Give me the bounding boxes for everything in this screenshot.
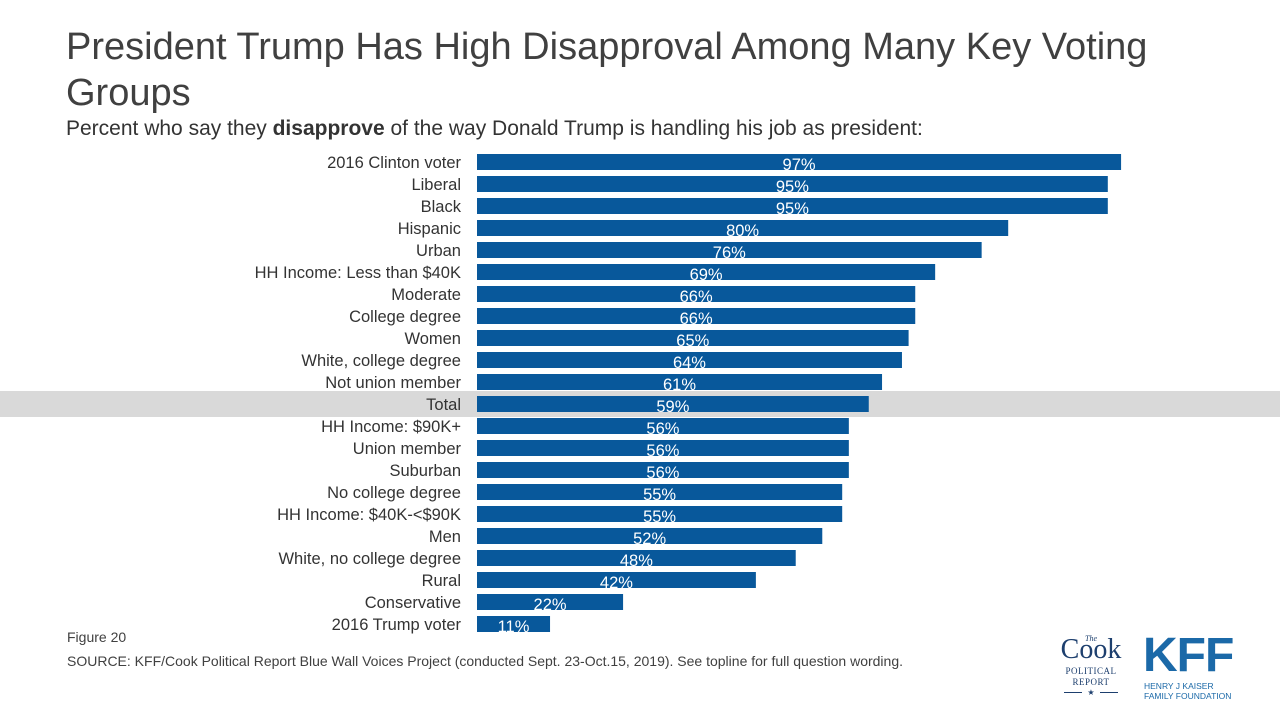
value-label-total: 59% bbox=[656, 398, 689, 416]
cook-logo-line1: POLITICAL bbox=[1065, 666, 1117, 676]
source-note: SOURCE: KFF/Cook Political Report Blue W… bbox=[67, 653, 903, 669]
category-label-women: Women bbox=[404, 330, 461, 348]
value-label-hh-income-90k: 56% bbox=[646, 420, 679, 438]
category-label-black: Black bbox=[421, 198, 462, 216]
category-label-hh-income-40k-90k: HH Income: $40K-<$90K bbox=[277, 506, 461, 524]
bar-not-union-member bbox=[477, 374, 883, 390]
cook-logo-name: Cook bbox=[1060, 634, 1122, 665]
value-label-rural: 42% bbox=[600, 574, 633, 592]
category-label-white-no-college-degree: White, no college degree bbox=[278, 550, 461, 568]
bar-white-college-degree bbox=[477, 352, 902, 368]
bar-union-member bbox=[477, 440, 849, 456]
value-label-women: 65% bbox=[676, 332, 709, 350]
bar-hh-income-40k-90k bbox=[477, 506, 843, 522]
category-label-liberal: Liberal bbox=[411, 176, 461, 194]
bar-hh-income-90k bbox=[477, 418, 849, 434]
category-label-hh-income-less-than-40k: HH Income: Less than $40K bbox=[255, 264, 461, 282]
value-label-conservative: 22% bbox=[534, 596, 567, 614]
kff-logo: KFF HENRY J KAISER FAMILY FOUNDATION bbox=[1143, 630, 1243, 702]
bar-men bbox=[477, 528, 823, 544]
bar-women bbox=[477, 330, 909, 346]
value-label-2016-trump-voter: 11% bbox=[498, 618, 530, 636]
cook-logo-the: The bbox=[1085, 634, 1097, 643]
value-label-men: 52% bbox=[633, 530, 666, 548]
cook-logo-line2: REPORT bbox=[1072, 677, 1110, 687]
category-label-not-union-member: Not union member bbox=[325, 374, 461, 392]
chart-subtitle: Percent who say they disapprove of the w… bbox=[66, 117, 923, 141]
category-label-conservative: Conservative bbox=[365, 594, 461, 612]
category-label-suburban: Suburban bbox=[389, 462, 461, 480]
bar-moderate bbox=[477, 286, 916, 302]
category-label-white-college-degree: White, college degree bbox=[301, 352, 461, 370]
value-label-black: 95% bbox=[776, 200, 809, 218]
subtitle-text-before: Percent who say they bbox=[66, 117, 273, 140]
bar-2016-clinton-voter bbox=[477, 154, 1122, 170]
bar-rural bbox=[477, 572, 756, 588]
cook-logo-rule-right bbox=[1100, 692, 1118, 693]
chart-title: President Trump Has High Disapproval Amo… bbox=[66, 26, 1148, 114]
value-label-white-no-college-degree: 48% bbox=[620, 552, 653, 570]
bar-total bbox=[477, 396, 869, 412]
subtitle-text-after: of the way Donald Trump is handling his … bbox=[384, 117, 923, 140]
bar-2016-trump-voter bbox=[477, 616, 551, 632]
value-label-moderate: 66% bbox=[680, 288, 713, 306]
kff-logo-line1: HENRY J KAISER bbox=[1144, 681, 1214, 691]
figure-number: Figure 20 bbox=[67, 629, 127, 645]
category-label-urban: Urban bbox=[416, 242, 461, 260]
category-label-men: Men bbox=[429, 528, 461, 546]
value-label-college-degree: 66% bbox=[680, 310, 713, 328]
category-label-2016-clinton-voter: 2016 Clinton voter bbox=[327, 154, 461, 172]
bar-suburban bbox=[477, 462, 849, 478]
bar-liberal bbox=[477, 176, 1108, 192]
bar-hispanic bbox=[477, 220, 1009, 236]
category-label-moderate: Moderate bbox=[391, 286, 461, 304]
kff-logo-line2: FAMILY FOUNDATION bbox=[1144, 691, 1232, 701]
bar-chart: 2016 Clinton voter 97% Liberal 95% Black 95% H… bbox=[0, 154, 1280, 636]
bar-black bbox=[477, 198, 1108, 214]
value-label-2016-clinton-voter: 97% bbox=[783, 156, 816, 174]
cook-political-report-logo: The Cook POLITICAL REPORT ★ bbox=[1052, 634, 1130, 702]
category-label-hh-income-90k: HH Income: $90K+ bbox=[321, 418, 461, 436]
value-label-hh-income-less-than-40k: 69% bbox=[690, 266, 723, 284]
value-label-not-union-member: 61% bbox=[663, 376, 696, 394]
bar-hh-income-less-than-40k bbox=[477, 264, 936, 280]
subtitle-text-emphasis: disapprove bbox=[272, 117, 385, 140]
bar-white-no-college-degree bbox=[477, 550, 796, 566]
category-label-college-degree: College degree bbox=[349, 308, 461, 326]
bar-no-college-degree bbox=[477, 484, 843, 500]
cook-logo-star-icon: ★ bbox=[1087, 688, 1095, 697]
bar-urban bbox=[477, 242, 982, 258]
kff-logo-name: KFF bbox=[1143, 629, 1234, 682]
value-label-union-member: 56% bbox=[646, 442, 679, 460]
category-label-hispanic: Hispanic bbox=[398, 220, 461, 238]
value-label-hh-income-40k-90k: 55% bbox=[643, 508, 676, 526]
value-label-white-college-degree: 64% bbox=[673, 354, 706, 372]
category-label-no-college-degree: No college degree bbox=[327, 484, 461, 502]
category-label-rural: Rural bbox=[422, 572, 461, 590]
bar-conservative bbox=[477, 594, 624, 610]
value-label-liberal: 95% bbox=[776, 178, 809, 196]
value-label-urban: 76% bbox=[713, 244, 746, 262]
category-label-2016-trump-voter: 2016 Trump voter bbox=[332, 616, 462, 634]
category-label-total: Total bbox=[426, 396, 461, 414]
value-label-hispanic: 80% bbox=[726, 222, 759, 240]
cook-logo-rule-left bbox=[1064, 692, 1082, 693]
value-label-suburban: 56% bbox=[646, 464, 679, 482]
value-label-no-college-degree: 55% bbox=[643, 486, 676, 504]
category-label-union-member: Union member bbox=[353, 440, 462, 458]
bar-college-degree bbox=[477, 308, 916, 324]
